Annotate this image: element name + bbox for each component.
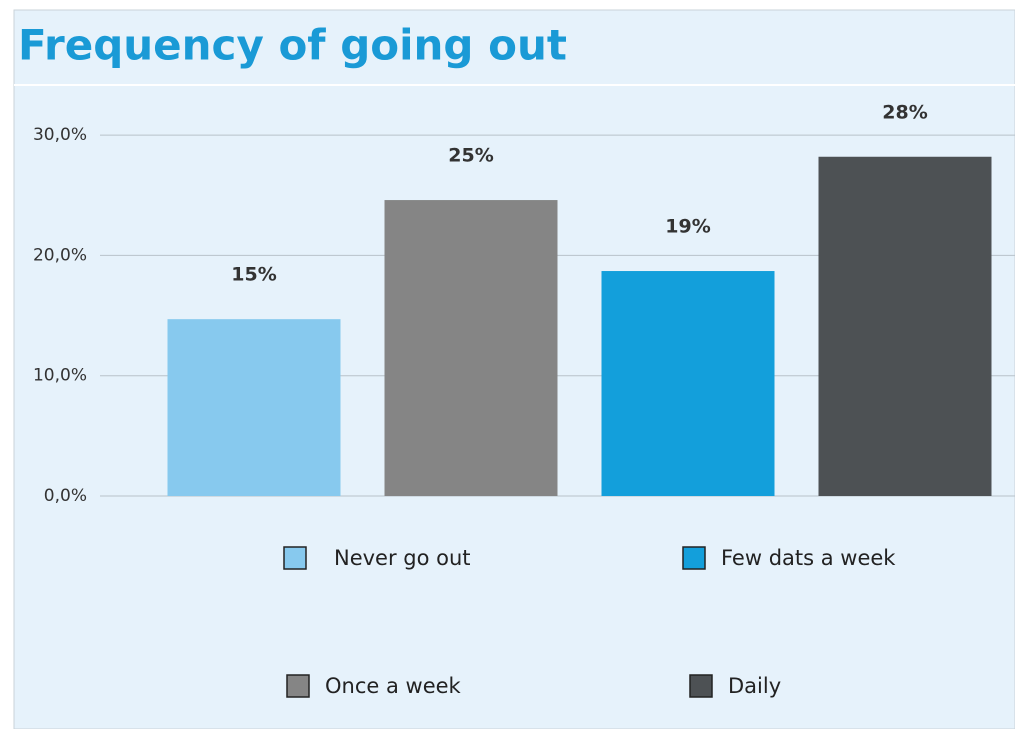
y-tick-label: 20,0% [33,245,87,265]
legend-swatch [283,546,307,570]
value-label: 15% [231,264,276,286]
legend-label: Few dats a week [721,546,896,570]
chart-title: Frequency of going out [18,21,567,70]
legend-swatch [286,674,310,698]
y-tick-label: 10,0% [33,366,87,386]
y-tick-label: 30,0% [33,125,87,145]
legend-swatch [682,546,706,570]
legend-swatch [689,674,713,698]
y-tick-label: 0,0% [44,486,87,506]
value-label: 19% [665,216,710,238]
legend-label: Never go out [334,546,471,570]
bar [384,200,558,496]
bar [601,271,775,496]
bar [167,319,341,496]
bar [818,156,992,496]
value-label: 28% [882,101,927,123]
legend-label: Daily [728,674,781,698]
value-label: 25% [448,145,493,167]
legend-label: Once a week [325,674,462,698]
